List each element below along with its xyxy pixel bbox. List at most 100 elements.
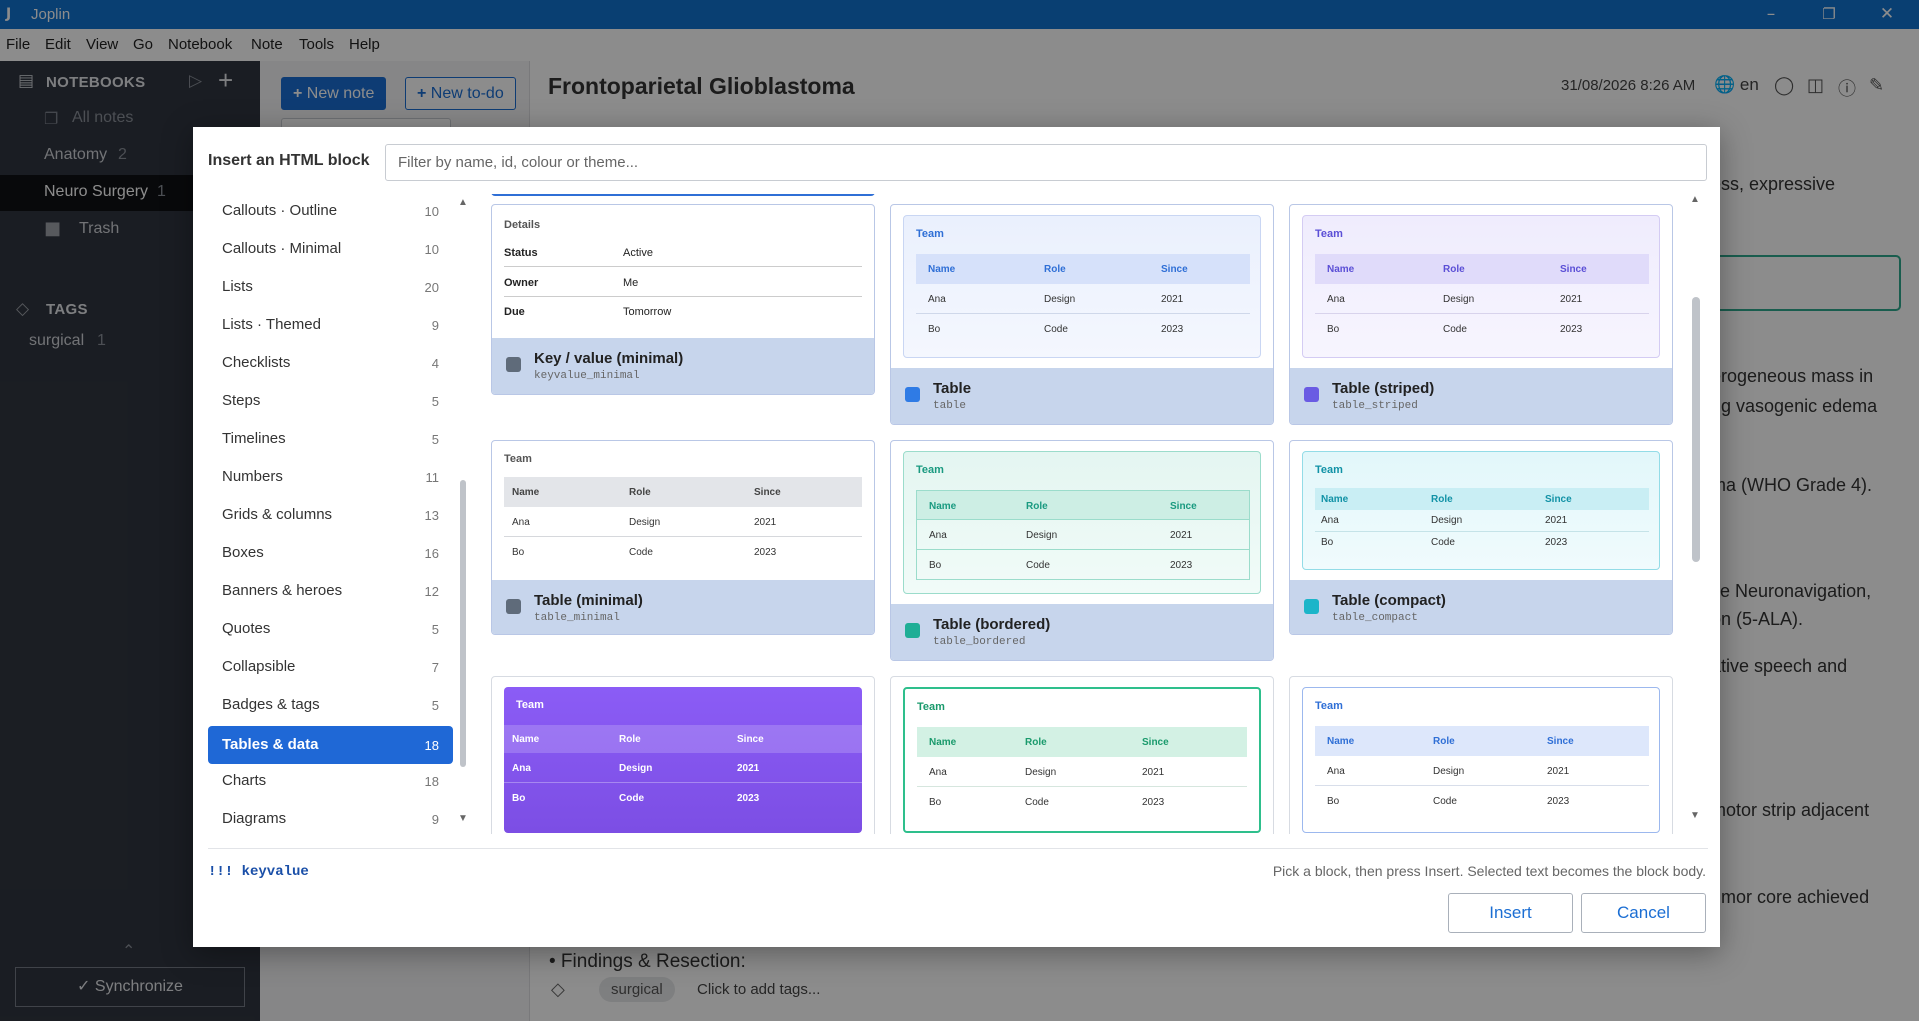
card-name: Table (striped) [1332, 380, 1434, 397]
block-card-table[interactable]: Team Name Role Since Ana Design 2021 Bo … [890, 204, 1274, 425]
cancel-button[interactable]: Cancel [1581, 893, 1706, 933]
category-item[interactable]: Lists 20 [208, 270, 453, 304]
category-item[interactable]: Boxes 16 [208, 536, 453, 570]
th: Since [1547, 736, 1574, 747]
td: 2021 [1170, 530, 1192, 541]
block-card-table-green[interactable]: Team Name Role Since Ana Design 2021 Bo … [890, 676, 1274, 834]
category-item[interactable]: Diagrams 9 [208, 802, 453, 834]
td: 2021 [1560, 294, 1582, 305]
td: Bo [929, 560, 941, 571]
category-item[interactable]: Collapsible 7 [208, 650, 453, 684]
category-item[interactable]: Callouts · Minimal 10 [208, 232, 453, 266]
category-item[interactable]: Quotes 5 [208, 612, 453, 646]
category-item[interactable]: Timelines 5 [208, 422, 453, 456]
category-item[interactable]: Grids & columns 13 [208, 498, 453, 532]
table-row: Ana Design 2021 [504, 753, 862, 783]
scrollbar-thumb[interactable] [1692, 297, 1700, 562]
category-item-selected[interactable]: Tables & data 18 [208, 726, 453, 764]
td: 2023 [1142, 797, 1164, 808]
kv-value: Active [623, 247, 653, 259]
block-card-table-purple[interactable]: Team Name Role Since Ana Design 2021 Bo … [491, 676, 875, 834]
table-title: Team [516, 699, 544, 711]
table-title: Team [1315, 228, 1343, 240]
td: Design [1044, 294, 1075, 305]
td: Bo [512, 547, 524, 558]
category-count: 4 [432, 356, 439, 371]
category-item[interactable]: Charts 18 [208, 764, 453, 798]
table-preview: Team Name Role Since Ana Design 2021 Bo … [903, 215, 1261, 358]
block-card-keyvalue-minimal[interactable]: Details Status Active Owner Me Due Tomor… [491, 204, 875, 395]
th: Name [512, 734, 539, 745]
category-item[interactable]: Badges & tags 5 [208, 688, 453, 722]
table-preview: Team Name Role Since Ana Design 2021 Bo … [1302, 687, 1660, 833]
th: Name [1321, 494, 1348, 505]
category-count: 5 [432, 698, 439, 713]
td: 2021 [1142, 767, 1164, 778]
scroll-down-icon[interactable]: ▼ [458, 813, 468, 824]
td: 2021 [737, 763, 759, 774]
th: Name [929, 501, 956, 512]
table-title: Team [917, 701, 945, 713]
category-item[interactable]: Banners & heroes 12 [208, 574, 453, 608]
table-row: Ana Design 2021 [1315, 756, 1649, 786]
block-card-table-blue-outline[interactable]: Team Name Role Since Ana Design 2021 Bo … [1289, 676, 1673, 834]
dialog-title: Insert an HTML block [208, 152, 370, 170]
td: 2023 [1547, 796, 1569, 807]
td: Bo [1321, 537, 1333, 548]
th: Role [1443, 264, 1465, 275]
category-label: Quotes [222, 620, 270, 637]
category-item[interactable]: Callouts · Outline 10 [208, 194, 453, 228]
table-preview: Team Name Role Since Ana Design 2021 Bo … [1302, 451, 1660, 570]
card-id: table_minimal [534, 612, 620, 624]
td: Code [1026, 560, 1050, 571]
th: Role [1025, 737, 1047, 748]
kv-value: Tomorrow [623, 306, 671, 318]
category-label: Tables & data [222, 736, 318, 753]
table-preview: Team Name Role Since Ana Design 2021 Bo … [903, 687, 1261, 833]
category-count: 5 [432, 394, 439, 409]
card-preview: Details Status Active Owner Me Due Tomor… [492, 205, 874, 338]
table-header: Name Role Since [1315, 254, 1649, 284]
grid-scrollbar[interactable]: ▲ ▼ [1690, 194, 1702, 824]
scroll-up-icon[interactable]: ▲ [458, 197, 468, 208]
block-card-table-compact[interactable]: Team Name Role Since Ana Design 2021 Bo … [1289, 440, 1673, 635]
block-card-table-minimal[interactable]: Team Name Role Since Ana Design 2021 Bo … [491, 440, 875, 635]
block-card-table-bordered[interactable]: Team Name Role Since Ana Design 2021 Bo … [890, 440, 1274, 661]
table-row: Ana Design 2021 [1315, 284, 1649, 314]
table-preview: Team Name Role Since Ana Design 2021 Bo … [492, 441, 875, 580]
td: Design [1025, 767, 1056, 778]
table-row: Bo Code 2023 [916, 314, 1250, 344]
td: Ana [1321, 515, 1339, 526]
category-label: Boxes [222, 544, 264, 561]
th: Role [1431, 494, 1453, 505]
filter-input[interactable] [385, 144, 1707, 181]
td: Bo [1327, 796, 1339, 807]
table-row: Bo Code 2023 [504, 537, 862, 567]
table-title: Team [916, 464, 944, 476]
block-card-table-striped[interactable]: Team Name Role Since Ana Design 2021 Bo … [1289, 204, 1673, 425]
td: Ana [928, 294, 946, 305]
scroll-up-icon[interactable]: ▲ [1690, 194, 1700, 205]
table-row: Bo Code 2023 [916, 550, 1250, 580]
kv-value: Me [623, 277, 638, 289]
category-label: Callouts · Minimal [222, 240, 341, 257]
td: 2021 [1547, 766, 1569, 777]
category-scrollbar[interactable]: ▲ ▼ [458, 197, 468, 827]
category-item[interactable]: Lists · Themed 9 [208, 308, 453, 342]
card-footer: Key / value (minimal) keyvalue_minimal [492, 338, 874, 395]
table-preview: Team Name Role Since Ana Design 2021 Bo … [903, 451, 1261, 594]
th: Name [512, 487, 539, 498]
td: Code [1025, 797, 1049, 808]
category-item[interactable]: Steps 5 [208, 384, 453, 418]
scroll-down-icon[interactable]: ▼ [1690, 810, 1700, 821]
card-name: Table (bordered) [933, 616, 1050, 633]
table-row: Ana Design 2021 [916, 520, 1250, 550]
category-label: Steps [222, 392, 260, 409]
category-item[interactable]: Numbers 11 [208, 460, 453, 494]
category-item[interactable]: Checklists 4 [208, 346, 453, 380]
insert-button[interactable]: Insert [1448, 893, 1573, 933]
kv-key: Owner [504, 277, 538, 289]
scrollbar-thumb[interactable] [460, 480, 466, 767]
swatch [506, 357, 521, 372]
td: Ana [929, 767, 947, 778]
